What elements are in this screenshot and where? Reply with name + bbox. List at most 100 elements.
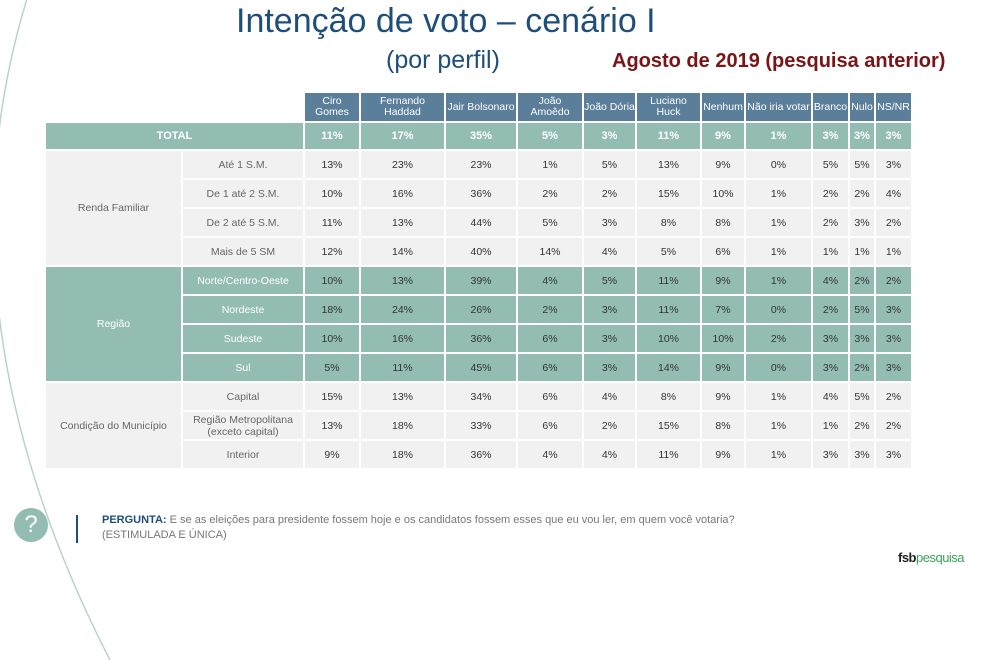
- total-value: 35%: [444, 121, 518, 151]
- cell-value: 3%: [874, 439, 913, 470]
- cell-value: 3%: [811, 323, 850, 354]
- cell-value: 1%: [744, 178, 813, 209]
- cell-value: 0%: [744, 294, 813, 325]
- total-row: TOTAL 11% 17% 35% 5% 3% 11% 9% 1% 3% 3% 3%: [44, 121, 913, 151]
- column-header: Não iria votar: [744, 91, 813, 123]
- cell-value: 1%: [811, 410, 850, 441]
- total-value: 11%: [303, 121, 361, 151]
- total-value: 3%: [811, 121, 850, 151]
- cell-value: 8%: [635, 381, 702, 412]
- cell-value: 6%: [516, 352, 584, 383]
- row-label: Capital: [181, 381, 305, 412]
- total-label: TOTAL: [44, 121, 305, 151]
- cell-value: 4%: [874, 178, 913, 209]
- cell-value: 5%: [848, 294, 876, 325]
- cell-value: 4%: [582, 439, 637, 470]
- cell-value: 2%: [874, 410, 913, 441]
- total-value: 3%: [874, 121, 913, 151]
- cell-value: 2%: [516, 294, 584, 325]
- cell-value: 13%: [635, 149, 702, 180]
- cell-value: 1%: [744, 236, 813, 267]
- cell-value: 0%: [744, 352, 813, 383]
- cell-value: 8%: [700, 410, 746, 441]
- column-header: Ciro Gomes: [303, 91, 361, 123]
- cell-value: 13%: [303, 410, 361, 441]
- page-subtitle: (por perfil): [386, 46, 500, 74]
- cell-value: 2%: [582, 178, 637, 209]
- table-row: Interior 9% 18% 36% 4% 4% 11% 9% 1% 3% 3% 3%: [45, 439, 913, 470]
- cell-value: 9%: [700, 265, 746, 296]
- cell-value: 10%: [303, 265, 361, 296]
- cell-value: 4%: [582, 381, 637, 412]
- cell-value: 44%: [444, 207, 518, 238]
- cell-value: 3%: [582, 207, 637, 238]
- cell-value: 5%: [582, 149, 637, 180]
- cell-value: 10%: [700, 178, 746, 209]
- cell-value: 3%: [582, 352, 637, 383]
- cell-value: 23%: [444, 149, 518, 180]
- cell-value: 45%: [444, 352, 518, 383]
- cell-value: 9%: [700, 149, 746, 180]
- cell-value: 9%: [700, 352, 746, 383]
- divider: [76, 515, 78, 543]
- cell-value: 13%: [359, 265, 446, 296]
- cell-value: 10%: [700, 323, 746, 354]
- cell-value: 2%: [848, 352, 876, 383]
- help-question-icon: ?: [14, 508, 48, 542]
- cell-value: 10%: [635, 323, 702, 354]
- cell-value: 5%: [303, 352, 361, 383]
- cell-value: 9%: [700, 439, 746, 470]
- cell-value: 40%: [444, 236, 518, 267]
- column-header: Branco: [811, 91, 850, 123]
- total-value: 1%: [744, 121, 813, 151]
- column-header: Jair Bolsonaro: [444, 91, 518, 123]
- question-text: PERGUNTA: E se as eleições para presiden…: [102, 513, 735, 543]
- cell-value: 3%: [848, 207, 876, 238]
- cell-value: 2%: [848, 178, 876, 209]
- cell-value: 3%: [582, 323, 637, 354]
- column-header: Nulo: [848, 91, 876, 123]
- cell-value: 10%: [303, 178, 361, 209]
- cell-value: 6%: [516, 381, 584, 412]
- cell-value: 11%: [635, 439, 702, 470]
- cell-value: 23%: [359, 149, 446, 180]
- cell-value: 16%: [359, 178, 446, 209]
- question-label: PERGUNTA:: [102, 514, 167, 526]
- row-label: De 2 até 5 S.M.: [181, 207, 305, 238]
- cell-value: 9%: [700, 381, 746, 412]
- cell-value: 2%: [744, 323, 813, 354]
- cell-value: 6%: [516, 410, 584, 441]
- cell-value: 8%: [635, 207, 702, 238]
- cell-value: 24%: [359, 294, 446, 325]
- cell-value: 2%: [874, 381, 913, 412]
- cell-value: 14%: [516, 236, 584, 267]
- cell-value: 4%: [811, 265, 850, 296]
- cell-value: 2%: [874, 265, 913, 296]
- cell-value: 4%: [582, 236, 637, 267]
- cell-value: 16%: [359, 323, 446, 354]
- cell-value: 3%: [874, 323, 913, 354]
- cell-value: 5%: [582, 265, 637, 296]
- cell-value: 4%: [516, 439, 584, 470]
- cell-value: 10%: [303, 323, 361, 354]
- cell-value: 8%: [700, 207, 746, 238]
- cell-value: 15%: [635, 410, 702, 441]
- row-label: Interior: [181, 439, 305, 470]
- table-row: De 2 até 5 S.M. 11% 13% 44% 5% 3% 8% 8% 1% 2% 3% 2%: [45, 207, 913, 238]
- cell-value: 13%: [359, 207, 446, 238]
- cell-value: 6%: [516, 323, 584, 354]
- period-label: Agosto de 2019 (pesquisa anterior): [612, 50, 946, 72]
- row-label: Região Metropolitana (exceto capital): [181, 410, 305, 441]
- page-title: Intenção de voto – cenário I: [236, 2, 656, 40]
- column-header: Luciano Huck: [635, 91, 702, 123]
- cell-value: 4%: [516, 265, 584, 296]
- cell-value: 3%: [874, 294, 913, 325]
- cell-value: 3%: [582, 294, 637, 325]
- cell-value: 18%: [303, 294, 361, 325]
- total-value: 9%: [700, 121, 746, 151]
- cell-value: 11%: [635, 294, 702, 325]
- row-label: Nordeste: [181, 294, 305, 325]
- group-label: Condição do Município: [44, 381, 183, 470]
- header-blank: [44, 91, 305, 123]
- cell-value: 18%: [359, 410, 446, 441]
